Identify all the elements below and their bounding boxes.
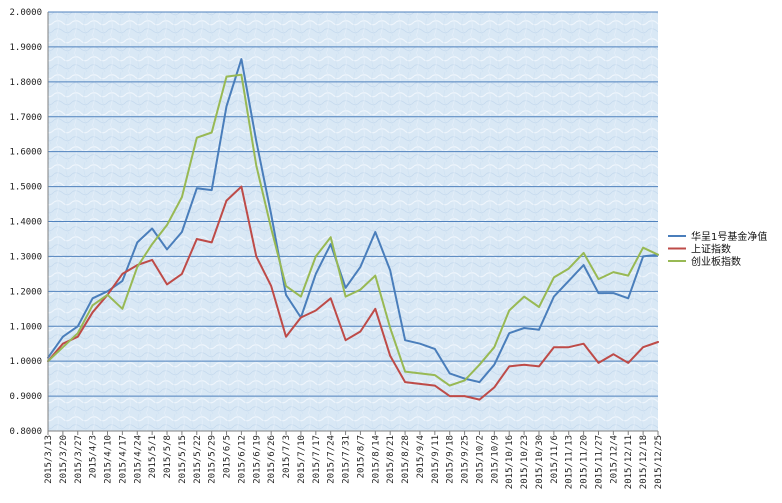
y-tick-label: 0.9000: [9, 392, 42, 402]
x-tick-label: 2015/9/11: [431, 435, 441, 484]
y-tick-label: 1.6000: [9, 148, 42, 158]
x-tick-label: 2015/12/4: [609, 435, 619, 484]
y-tick-label: 1.9000: [9, 43, 42, 53]
series-lines: [47, 58, 659, 401]
x-tick-label: 2015/8/14: [371, 435, 381, 484]
gridlines: [48, 11, 658, 432]
y-tick-label: 1.1000: [9, 322, 42, 332]
x-tick-label: 2015/8/28: [401, 435, 411, 484]
series-line-2: [47, 185, 659, 401]
x-tick-label: 2015/11/20: [580, 435, 590, 489]
x-tick-label: 2015/8/7: [356, 435, 366, 478]
y-axis: 0.8000 0.9000 1.0000 1.1000 1.2000 1.3000 1.40…: [9, 8, 49, 437]
x-tick-label: 2015/5/29: [208, 435, 218, 484]
x-tick-label: 2015/7/10: [297, 435, 307, 484]
y-tick-label: 1.4000: [9, 218, 42, 228]
x-tick-label: 2015/7/24: [327, 435, 337, 484]
x-tick-label: 2015/11/6: [550, 435, 560, 484]
legend-label: 华呈1号基金净值: [691, 230, 767, 243]
series-line-1: [47, 58, 659, 384]
y-tick-label: 0.8000: [9, 427, 42, 437]
x-tick-label: 2015/3/13: [44, 435, 54, 484]
x-tick-label: 2015/11/27: [594, 435, 604, 489]
x-tick-label: 2015/3/20: [59, 435, 69, 484]
y-tick-label: 1.2000: [9, 287, 42, 297]
series-line-3: [47, 73, 659, 387]
x-tick-label: 2015/10/2: [475, 435, 485, 484]
y-tick-label: 2.0000: [9, 8, 42, 18]
x-tick-label: 2015/6/5: [223, 435, 233, 478]
x-tick-label: 2015/7/31: [342, 435, 352, 484]
x-tick-label: 2015/5/22: [193, 435, 203, 484]
y-tick-label: 1.0000: [9, 357, 42, 367]
x-axis: 2015/3/13 2015/3/20 2015/3/27 2015/4/3 2015/…: [44, 430, 664, 489]
x-tick-label: 2015/10/23: [520, 435, 530, 489]
x-tick-label: 2015/7/17: [312, 435, 322, 484]
x-tick-label: 2015/4/3: [89, 435, 99, 478]
x-tick-label: 2015/9/25: [461, 435, 471, 484]
x-tick-label: 2015/5/15: [178, 435, 188, 484]
x-tick-label: 2015/10/9: [490, 435, 500, 484]
x-tick-label: 2015/12/18: [639, 435, 649, 489]
x-tick-label: 2015/4/17: [118, 435, 128, 484]
x-tick-label: 2015/10/30: [535, 435, 545, 489]
x-tick-label: 2015/3/27: [74, 435, 84, 484]
x-tick-label: 2015/5/8: [163, 435, 173, 478]
x-tick-label: 2015/6/26: [267, 435, 277, 484]
legend-label: 创业板指数: [691, 255, 741, 268]
x-tick-label: 2015/5/1: [148, 435, 158, 478]
y-tick-label: 1.3000: [9, 252, 42, 262]
x-tick-label: 2015/12/25: [654, 435, 664, 489]
x-tick-label: 2015/4/10: [104, 435, 114, 484]
x-tick-label: 2015/10/16: [505, 435, 515, 489]
y-tick-label: 1.8000: [9, 78, 42, 88]
x-tick-label: 2015/9/18: [446, 435, 456, 484]
x-tick-label: 2015/9/4: [416, 435, 426, 478]
x-tick-label: 2015/6/19: [252, 435, 262, 484]
y-tick-label: 1.5000: [9, 183, 42, 193]
x-tick-label: 2015/11/13: [565, 435, 575, 489]
x-tick-label: 2015/4/24: [133, 435, 143, 484]
legend-label: 上证指数: [691, 243, 731, 256]
y-tick-label: 1.7000: [9, 113, 42, 123]
x-tick-label: 2015/8/21: [386, 435, 396, 484]
x-tick-label: 2015/6/12: [237, 435, 247, 484]
x-tick-label: 2015/7/3: [282, 435, 292, 478]
x-tick-label: 2015/12/11: [624, 435, 634, 489]
